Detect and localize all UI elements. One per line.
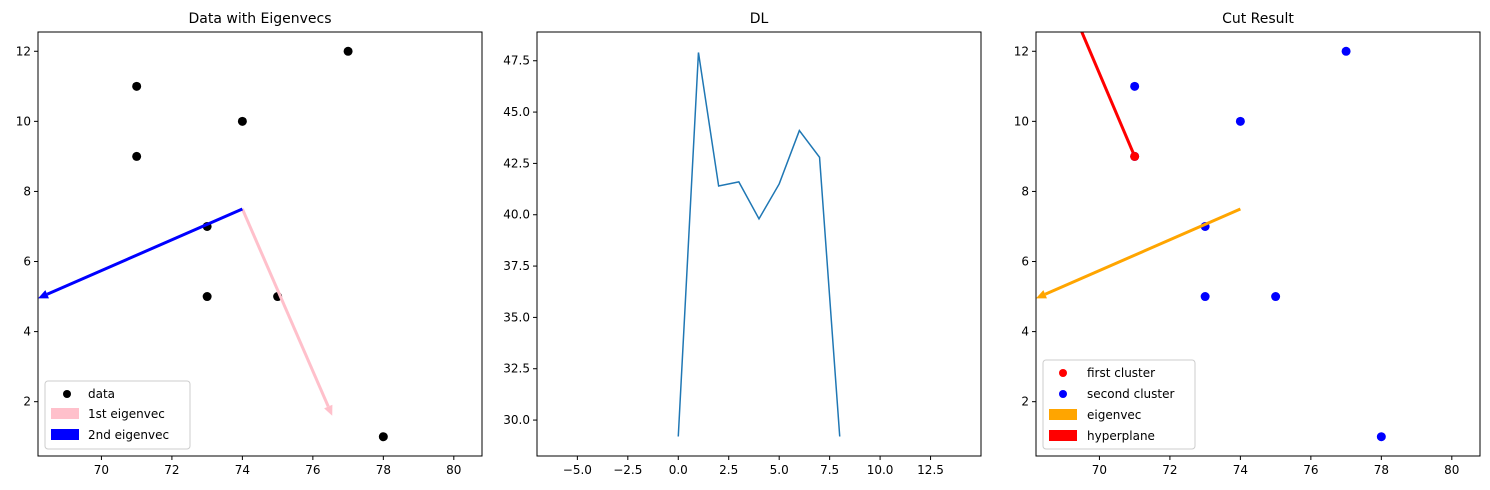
chart-title: Cut Result	[1222, 11, 1294, 27]
x-tick-label: 72	[164, 463, 179, 477]
marks-layer	[1036, 32, 1386, 442]
x-tick-label: 70	[94, 463, 109, 477]
y-tick-label: 8	[1021, 184, 1029, 198]
legend-marker-first-cluster	[1059, 369, 1067, 377]
data-point	[237, 116, 247, 126]
y-tick-label: 12	[16, 44, 31, 58]
point-second-cluster	[1200, 292, 1210, 302]
y-tick-label: 2	[23, 395, 31, 409]
x-tick-label: 74	[235, 463, 250, 477]
y-tick-label: 42.5	[503, 156, 530, 170]
legend-patch-1st-eigenvec	[51, 408, 79, 419]
point-second-cluster	[1235, 116, 1245, 126]
x-tick-label: 80	[1444, 463, 1459, 477]
y-tick-label: 35.0	[503, 310, 530, 324]
x-tick-label: 7.5	[820, 463, 839, 477]
y-tick-label: 45.0	[503, 105, 530, 119]
point-second-cluster	[1130, 81, 1140, 91]
x-tick-label: 0.0	[669, 463, 688, 477]
arrow-head-2nd-eigenvec	[38, 290, 49, 299]
x-tick-label: 70	[1092, 463, 1107, 477]
legend-patch-2nd-eigenvec	[51, 429, 79, 440]
y-tick-label: 47.5	[503, 54, 530, 68]
arrow-1st-eigenvec	[241, 208, 330, 408]
line-hyperplane	[1080, 32, 1137, 157]
legend-patch-eigenvec	[1049, 409, 1077, 420]
legend-marker-data	[63, 390, 71, 398]
legend-label-hyperplane: hyperplane	[1087, 429, 1155, 443]
y-tick-label: 8	[23, 184, 31, 198]
legend-label-first-cluster: first cluster	[1087, 366, 1155, 380]
y-tick-label: 40.0	[503, 208, 530, 222]
chart-title: DL	[750, 11, 769, 27]
plot-frame	[536, 31, 982, 457]
y-tick-label: 10	[1014, 114, 1029, 128]
legend-marker-second-cluster	[1059, 390, 1067, 398]
x-tick-label: 74	[1233, 463, 1248, 477]
panel-dl: DL −5.0 −2.5 0.0 2.5 5.0 7.5 10.0 12.5 30.0 32.5 3…	[503, 11, 982, 477]
data-point	[132, 151, 142, 161]
x-tick-label: 78	[1374, 463, 1389, 477]
plot-area: 70 72 74 76 78 80 2 4 6 8 10 12	[16, 44, 462, 477]
plot-frame	[37, 31, 483, 457]
point-second-cluster	[1376, 432, 1386, 442]
marks-layer	[677, 52, 841, 437]
x-tick-label: 2.5	[719, 463, 738, 477]
y-tick-label: 37.5	[503, 259, 530, 273]
panel-data-with-eigenvecs: Data with Eigenvecs 70 72 74 76 78 80 2 4 6 8 10 12…	[16, 11, 483, 477]
x-tick-label: 5.0	[770, 463, 789, 477]
legend-label-2nd-eigenvec: 2nd eigenvec	[88, 428, 169, 442]
arrow-head-eigenvec	[1036, 290, 1047, 299]
plot-area: −5.0 −2.5 0.0 2.5 5.0 7.5 10.0 12.5 30.0 32.5 35.0…	[503, 52, 944, 477]
data-point	[202, 292, 212, 302]
legend-label-second-cluster: second cluster	[1087, 387, 1174, 401]
plot-frame	[1035, 31, 1481, 457]
legend-label-eigenvec: eigenvec	[1087, 408, 1141, 422]
x-tick-label: 12.5	[917, 463, 944, 477]
y-tick-label: 10	[16, 114, 31, 128]
y-tick-label: 4	[1021, 325, 1029, 339]
legend-patch-hyperplane	[1049, 430, 1077, 441]
y-tick-label: 30.0	[503, 413, 530, 427]
point-second-cluster	[1271, 292, 1281, 302]
y-tick-label: 32.5	[503, 362, 530, 376]
point-second-cluster	[1341, 46, 1351, 56]
x-tick-label: −5.0	[563, 463, 592, 477]
legend-box	[1042, 359, 1196, 450]
x-tick-label: −2.5	[613, 463, 642, 477]
series-line	[677, 52, 841, 437]
legend-label-1st-eigenvec: 1st eigenvec	[88, 407, 165, 421]
legend-label-data: data	[88, 387, 115, 401]
x-tick-label: 78	[376, 463, 391, 477]
arrow-head-1st-eigenvec	[324, 404, 333, 416]
arrow-eigenvec	[1044, 207, 1241, 296]
y-tick-label: 2	[1021, 395, 1029, 409]
data-point	[132, 81, 142, 91]
y-tick-label: 12	[1014, 44, 1029, 58]
data-point	[343, 46, 353, 56]
x-tick-label: 76	[1303, 463, 1318, 477]
x-tick-label: 76	[305, 463, 320, 477]
marks-layer	[38, 46, 388, 442]
legend: first cluster second cluster eigenvec hy…	[1042, 359, 1196, 450]
plot-area: 70 72 74 76 78 80 2 4 6 8 10 12	[1014, 32, 1459, 477]
chart-title: Data with Eigenvecs	[188, 11, 331, 27]
y-tick-label: 6	[23, 255, 31, 269]
arrow-2nd-eigenvec	[46, 207, 243, 296]
legend-box	[44, 380, 191, 450]
x-tick-label: 80	[446, 463, 461, 477]
legend: data 1st eigenvec 2nd eigenvec	[44, 380, 191, 450]
data-point	[378, 432, 388, 442]
y-tick-label: 4	[23, 325, 31, 339]
panel-cut-result: Cut Result 70 72 74 76 78 80 2 4 6 8 10 12 first cl…	[1014, 11, 1481, 477]
x-tick-label: 72	[1162, 463, 1177, 477]
x-tick-label: 10.0	[867, 463, 894, 477]
y-tick-label: 6	[1021, 255, 1029, 269]
point-first-cluster	[1130, 151, 1140, 161]
